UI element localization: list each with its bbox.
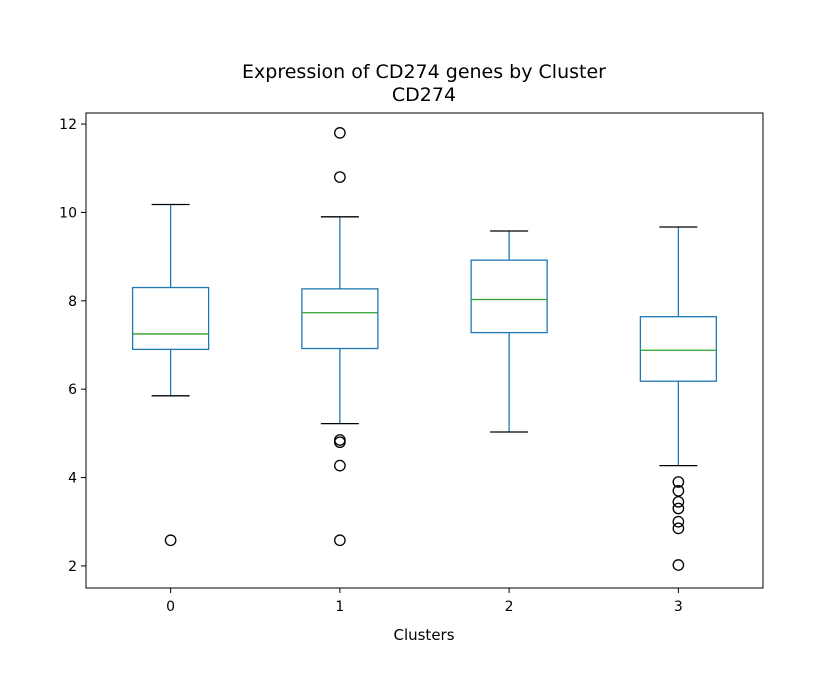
- x-tick-label: 3: [674, 599, 683, 615]
- outlier-point: [164, 534, 177, 547]
- x-tick-label: 0: [166, 599, 175, 615]
- iqr-box: [301, 288, 379, 350]
- y-tick-label: 2: [68, 559, 77, 575]
- outlier-point: [334, 171, 346, 183]
- outlier-point: [672, 495, 685, 508]
- outlier-point: [672, 502, 685, 515]
- outlier-point: [334, 459, 346, 472]
- outlier-point: [672, 522, 685, 535]
- chart-subtitle: CD274: [392, 84, 456, 106]
- y-tick-label: 8: [68, 294, 77, 310]
- plot-area: [131, 127, 718, 571]
- x-axis-label: Clusters: [393, 626, 454, 644]
- box-group-cluster-0: [131, 203, 210, 547]
- y-axis: 2 4 6 8 10 12: [59, 117, 86, 575]
- y-tick-label: 12: [59, 117, 77, 133]
- iqr-box: [131, 286, 210, 351]
- axes-frame: [85, 112, 764, 589]
- y-tick-label: 10: [59, 205, 77, 221]
- chart-title: Expression of CD274 genes by Cluster: [242, 61, 606, 83]
- y-tick-label: 4: [68, 471, 77, 487]
- outlier-point: [334, 534, 346, 547]
- outlier-point: [672, 476, 685, 488]
- iqr-box: [470, 259, 548, 334]
- outlier-point: [672, 515, 685, 528]
- outlier-point: [334, 436, 346, 449]
- x-tick-label: 2: [505, 599, 514, 615]
- outlier-point: [334, 127, 346, 139]
- box-group-cluster-2: [470, 230, 548, 433]
- x-tick-label: 1: [335, 599, 344, 615]
- box-group-cluster-3: [639, 226, 718, 571]
- y-tick-label: 6: [68, 382, 77, 398]
- outlier-point: [672, 559, 685, 571]
- iqr-box: [639, 316, 718, 382]
- box-group-cluster-1: [301, 127, 379, 547]
- x-axis: 0 1 2 3: [166, 588, 683, 615]
